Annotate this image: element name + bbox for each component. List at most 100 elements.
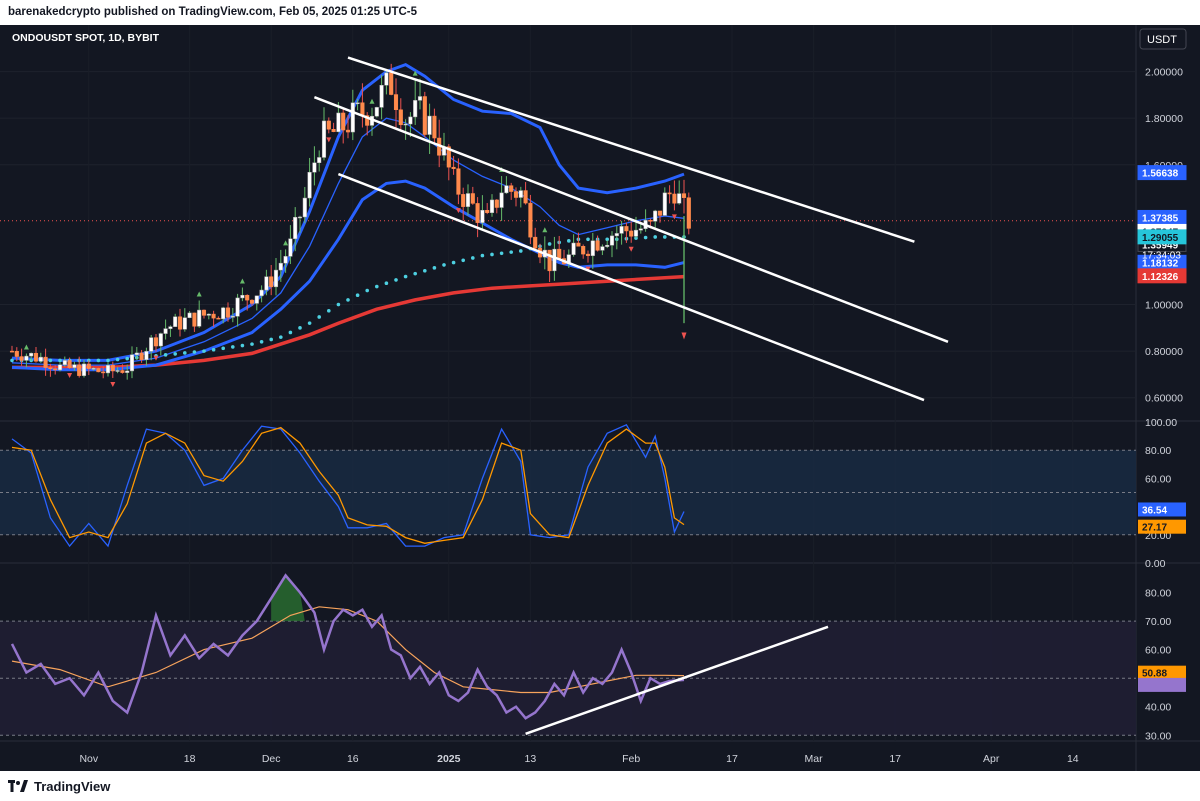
- stoch-d-line: [11, 426, 685, 544]
- candle-body: [283, 256, 288, 264]
- candle-body: [341, 112, 346, 131]
- candle-body: [365, 115, 370, 126]
- cyan-dot: [442, 263, 446, 267]
- rsi-band-fill: [0, 621, 1136, 736]
- cyan-dot: [173, 352, 177, 356]
- cyan-dot: [96, 358, 101, 363]
- candle-body: [331, 128, 336, 132]
- stoch-value-label: 27.17: [1138, 519, 1186, 534]
- cyan-dot: [221, 346, 225, 351]
- candle-body: [221, 307, 226, 320]
- candle-body: [67, 360, 72, 368]
- rsi-value-label: [1138, 677, 1186, 692]
- candle-body: [619, 226, 624, 234]
- sell-signal-arrow: [153, 355, 159, 361]
- candle-body: [115, 370, 120, 372]
- time-tick-label: 14: [1067, 753, 1079, 765]
- candle-body: [38, 356, 43, 362]
- candle-body: [96, 368, 101, 373]
- trading-chart[interactable]: 2.000001.800001.600001.000000.800000.600…: [0, 25, 1200, 771]
- candle-body: [158, 333, 163, 347]
- price-tick-label: 2.00000: [1145, 67, 1183, 79]
- candle-body: [557, 248, 562, 259]
- candle-body: [149, 337, 154, 352]
- candle-body: [134, 352, 139, 356]
- rsi-ma-line: [11, 606, 685, 694]
- candle-body: [9, 350, 15, 353]
- rsi-label-box: [1138, 665, 1186, 680]
- buy-signal-arrow: [283, 240, 289, 246]
- candle-body: [139, 352, 144, 360]
- time-tick-label: 16: [347, 753, 359, 765]
- cyan-dot: [202, 349, 206, 353]
- tradingview-brand[interactable]: TradingView: [8, 777, 110, 795]
- candle-body: [600, 246, 605, 251]
- candle-body: [672, 193, 677, 204]
- candle-body: [432, 115, 437, 139]
- candle-body: [211, 313, 216, 319]
- price-label-box: [1137, 165, 1187, 181]
- cyan-dot: [336, 302, 341, 307]
- candle-body: [288, 238, 293, 257]
- candle-body: [29, 352, 34, 357]
- footer-bar: TradingView: [0, 771, 1200, 801]
- cyan-dot: [567, 239, 571, 243]
- rsi-value-label: 50.88: [1138, 665, 1186, 680]
- rsi-tick-label: 40.00: [1145, 702, 1171, 714]
- price-label-text: 1.12326: [1142, 272, 1179, 283]
- candle-body: [264, 276, 269, 291]
- candle-body: [153, 337, 159, 347]
- candle-body: [629, 230, 634, 237]
- candle-body: [648, 220, 653, 222]
- candle-body: [168, 326, 173, 329]
- price-tick-label: 0.60000: [1145, 393, 1183, 405]
- candle-body: [105, 365, 111, 374]
- candle-body: [33, 352, 39, 362]
- currency-button-frame: [1139, 28, 1187, 50]
- candle-body: [216, 317, 221, 320]
- sell-signal-arrow: [628, 246, 634, 252]
- candle-body: [91, 368, 96, 370]
- candle-body: [355, 102, 360, 104]
- cyan-dot: [58, 358, 62, 363]
- cyan-dot: [509, 250, 513, 254]
- price-axis-label: 1.37385: [1137, 209, 1187, 225]
- stoch-label-box: [1138, 502, 1186, 517]
- cyan-dot: [461, 258, 466, 263]
- candle-body: [609, 235, 615, 246]
- tradingview-logo-icon: [8, 780, 28, 792]
- cyan-dot: [211, 347, 216, 352]
- price-tick-label: 1.00000: [1145, 300, 1183, 312]
- candle-body: [446, 146, 451, 168]
- candle-body: [638, 228, 643, 231]
- cyan-dot: [605, 237, 609, 242]
- candle-body: [667, 192, 672, 195]
- cyan-dot: [499, 251, 504, 256]
- candle-body: [345, 129, 351, 133]
- candle-body: [81, 363, 87, 376]
- candle-body: [686, 197, 691, 229]
- candle-body: [317, 157, 322, 164]
- stoch-band-fill: [0, 450, 1136, 535]
- candle-body: [470, 193, 475, 204]
- time-tick-label: 18: [184, 753, 196, 765]
- cyan-dot: [87, 358, 91, 363]
- cyan-dot: [547, 242, 552, 246]
- candle-body: [187, 312, 192, 318]
- candle-body: [129, 354, 135, 372]
- currency-button[interactable]: USDT: [1139, 28, 1187, 50]
- candle-body: [19, 356, 24, 361]
- candle-body: [86, 363, 91, 369]
- lower-band: [11, 179, 685, 372]
- rsi-trendline: [525, 625, 829, 736]
- cyan-dot: [125, 356, 129, 361]
- candle-body: [451, 166, 456, 169]
- candle-body: [163, 328, 168, 334]
- stoch-label-text: 27.17: [1142, 523, 1167, 534]
- candle-body: [110, 365, 115, 372]
- stoch-tick-label: 80.00: [1145, 445, 1171, 457]
- candle-body: [278, 262, 283, 271]
- candle-body: [504, 185, 509, 194]
- candle-body: [494, 199, 499, 208]
- candle-body: [528, 202, 533, 238]
